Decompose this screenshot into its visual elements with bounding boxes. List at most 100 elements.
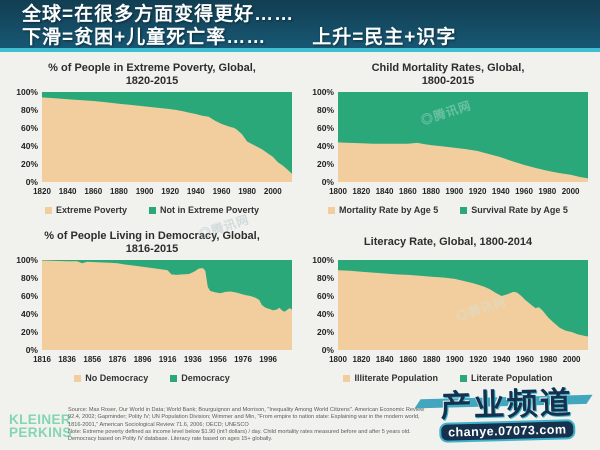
x-tick-label: 1820 [33,187,51,196]
x-tick-label: 1816 [33,355,51,364]
source-line: Note: Extreme poverty defined as income … [68,428,411,435]
source-line: 1816-2001," American Sociological Review… [68,421,249,428]
x-tick-label: 2000 [563,355,581,364]
legend-swatch [44,206,52,214]
x-tick-label: 1876 [109,355,127,364]
source-line: Democracy based on Polity IV database. L… [68,436,273,443]
y-tick-label: 0% [26,177,39,187]
chart-democracy: % of People Living in Democracy, Global,… [8,229,296,385]
legend-item: No Democracy [74,373,148,383]
chart-child-mortality: Child Mortality Rates, Global, 1800-2015… [304,61,592,217]
area-chart: 100% 80% 60% 40% 20% 0%1800 1820 1840 1860 1880 19… [312,88,588,196]
x-tick-label: 1980 [538,187,556,196]
x-tick-label: 1936 [184,355,202,364]
y-tick-label: 40% [317,309,334,319]
legend-label: Literate Population [471,373,553,383]
legend-item: Literate Population [460,373,553,383]
x-tick-label: 1940 [187,187,205,196]
kleiner-perkins-logo: KLEINER PERKINS [9,412,72,440]
y-tick-label: 40% [21,309,38,319]
y-tick-label: 20% [21,159,38,169]
header-bar: 全球=在很多方面变得更好…… 下滑=贫困+儿童死亡率…… 上升=民主+识字 [0,0,600,52]
legend-label: No Democracy [85,373,149,383]
legend-label: Extreme Poverty [55,205,127,215]
y-tick-label: 20% [317,159,334,169]
x-tick-label: 1920 [161,187,179,196]
chart-literacy: Literacy Rate, Global, 1800-2014 100% 80%… [304,229,592,385]
x-tick-label: 1956 [209,355,227,364]
chart-extreme-poverty: % of People in Extreme Poverty, Global, … [8,61,296,217]
y-tick-label: 100% [312,256,334,265]
x-tick-label: 1860 [399,187,417,196]
x-tick-label: 1940 [493,355,511,364]
x-tick-label: 1960 [213,187,231,196]
x-tick-label: 2000 [264,187,282,196]
chart-legend: Extreme Poverty Not in Extreme Poverty [8,203,296,217]
chart-title: % of People in Extreme Poverty, Global, … [48,61,256,87]
y-tick-label: 0% [322,177,335,187]
header-line-2: 下滑=贫困+儿童死亡率…… 上升=民主+识字 [22,26,600,49]
legend-swatch [74,374,82,382]
y-tick-label: 40% [317,141,334,151]
legend-item: Survival Rate by Age 5 [460,205,568,215]
x-tick-label: 1820 [352,187,370,196]
x-tick-label: 1840 [376,187,394,196]
y-tick-label: 100% [16,256,38,265]
source-line: 92.4, 2002; Gapminder; Polity IV; UN Pop… [68,414,420,421]
x-tick-label: 1880 [423,355,441,364]
x-tick-label: 1980 [238,187,256,196]
legend-item: Illiterate Population [343,373,438,383]
legend-item: Extreme Poverty [44,205,127,215]
x-tick-label: 1920 [469,187,487,196]
x-tick-label: 1976 [234,355,252,364]
x-tick-label: 1900 [446,355,464,364]
x-tick-label: 1840 [376,355,394,364]
x-tick-label: 1800 [329,355,347,364]
area-chart: 100% 80% 60% 40% 20% 0%1816 1836 1856 1876 1896 19… [16,256,292,364]
charts-grid: % of People in Extreme Poverty, Global, … [0,56,600,385]
area-chart: 100% 80% 60% 40% 20% 0%1800 1820 1840 1860 1880 19… [312,256,588,364]
chart-legend: Illiterate Population Literate Population [304,371,592,385]
x-tick-label: 1860 [399,355,417,364]
y-tick-label: 0% [322,345,335,355]
footer: KLEINER PERKINS Source: Max Roser, Our W… [0,402,600,450]
chart-title: Child Mortality Rates, Global, 1800-2015 [371,61,525,87]
legend-label: Illiterate Population [354,373,438,383]
legend-item: Democracy [170,373,230,383]
x-tick-label: 1820 [353,355,371,364]
area-bottom-series [42,260,292,350]
x-tick-label: 1800 [329,187,347,196]
legend-label: Survival Rate by Age 5 [471,205,568,215]
chart-legend: No Democracy Democracy [8,371,296,385]
y-tick-label: 100% [16,88,38,97]
legend-swatch [149,206,156,214]
y-tick-label: 60% [21,123,38,133]
y-tick-label: 60% [21,291,38,301]
header-line-1: 全球=在很多方面变得更好…… [22,4,295,25]
y-tick-label: 80% [21,105,38,115]
x-tick-label: 1856 [83,355,101,364]
legend-label: Mortality Rate by Age 5 [339,205,439,215]
legend-label: Not in Extreme Poverty [160,205,260,215]
y-tick-label: 80% [21,273,38,283]
x-tick-label: 1900 [445,187,463,196]
x-tick-label: 1860 [84,187,102,196]
legend-label: Democracy [181,373,230,383]
area-bottom-series [338,142,588,182]
header-line-2-left: 下滑=贫困+儿童死亡率…… [22,27,267,48]
y-tick-label: 40% [21,141,38,151]
legend-swatch [460,206,468,214]
logo-line-1: KLEINER [9,412,72,427]
x-tick-label: 2000 [562,187,580,196]
x-tick-label: 1896 [134,355,152,364]
x-tick-label: 1940 [492,187,510,196]
x-tick-label: 1996 [259,355,277,364]
chart-title: Literacy Rate, Global, 1800-2014 [363,236,533,248]
x-tick-label: 1960 [515,187,533,196]
legend-swatch [343,374,351,382]
y-tick-label: 20% [21,327,38,337]
y-tick-label: 100% [312,88,334,97]
logo-line-2: PERKINS [9,425,72,440]
legend-swatch [170,374,178,382]
